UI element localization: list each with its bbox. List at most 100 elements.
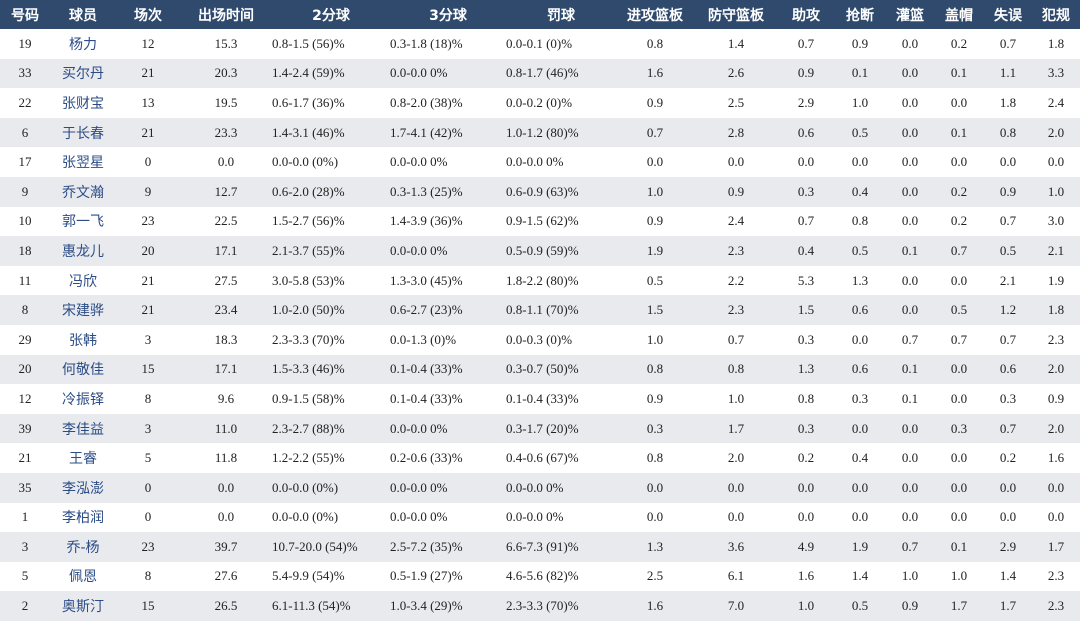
cell-blocks: 0.2	[950, 183, 968, 199]
cell-assists: 0.0	[797, 509, 815, 525]
cell-player: 何敬佳	[62, 362, 104, 379]
cell-dunks: 0.1	[901, 390, 919, 406]
cell-def-reb: 2.6	[727, 65, 745, 81]
table-row: 33 买尔丹 21 20.3 1.4-2.4 (59)% 0.0-0.0 0% 0.8-1.…	[0, 58, 1080, 89]
cell-assists: 0.2	[797, 450, 815, 466]
table-row: 12 冷振铎 8 9.6 0.9-1.5 (58)% 0.1-0.4 (33)% 0.1-0…	[0, 384, 1080, 414]
cell-def-reb: 0.0	[727, 479, 745, 495]
cell-def-reb: 1.0	[727, 390, 745, 406]
cell-free-throw: 1.0-1.2 (80)%	[506, 124, 579, 140]
cell-blocks: 0.0	[950, 509, 968, 525]
cell-minutes: 27.5	[214, 272, 238, 288]
cell-blocks: 0.0	[950, 479, 968, 495]
cell-minutes: 9.6	[217, 390, 235, 406]
cell-turnovers: 0.8	[999, 124, 1017, 140]
cell-two-pt: 10.7-20.0 (54)%	[272, 538, 358, 554]
table-row: 21 王睿 5 11.8 1.2-2.2 (55)% 0.2-0.6 (33)% 0.4-0…	[0, 443, 1080, 473]
cell-two-pt: 1.0-2.0 (50)%	[272, 302, 345, 318]
cell-def-reb: 2.4	[727, 213, 745, 229]
cell-free-throw: 1.8-2.2 (80)%	[506, 272, 579, 288]
cell-minutes: 20.3	[214, 65, 238, 81]
cell-minutes: 12.7	[214, 183, 238, 199]
cell-dunks: 0.7	[901, 538, 919, 554]
cell-blocks: 0.5	[950, 302, 968, 318]
cell-assists: 0.4	[797, 242, 815, 258]
cell-assists: 1.0	[797, 598, 815, 614]
cell-off-reb: 0.3	[646, 420, 664, 436]
cell-turnovers: 0.0	[999, 479, 1017, 495]
cell-minutes: 26.5	[214, 598, 238, 614]
cell-dunks: 0.0	[901, 509, 919, 525]
cell-turnovers: 1.8	[999, 94, 1017, 110]
cell-two-pt: 0.6-1.7 (36)%	[272, 94, 345, 110]
cell-three-pt: 0.0-0.0 0%	[390, 65, 448, 81]
cell-player: 惠龙儿	[62, 243, 104, 260]
cell-assists: 0.7	[797, 213, 815, 229]
cell-turnovers: 0.7	[999, 213, 1017, 229]
cell-two-pt: 0.0-0.0 (0%)	[272, 154, 339, 170]
cell-player: 郭一飞	[62, 214, 104, 231]
cell-turnovers: 0.2	[999, 450, 1017, 466]
cell-minutes: 0.0	[217, 154, 235, 170]
cell-fouls: 1.7	[1047, 538, 1065, 554]
header-off-reb: 进攻篮板	[627, 7, 683, 24]
cell-number: 19	[18, 35, 32, 51]
cell-blocks: 0.0	[950, 361, 968, 377]
cell-blocks: 0.2	[950, 35, 968, 51]
cell-minutes: 18.3	[214, 331, 238, 347]
cell-off-reb: 1.6	[646, 598, 664, 614]
cell-fouls: 2.3	[1047, 331, 1065, 347]
cell-steals: 0.1	[851, 65, 869, 81]
cell-number: 35	[18, 479, 32, 495]
cell-turnovers: 0.9	[999, 183, 1017, 199]
cell-three-pt: 0.5-1.9 (27)%	[390, 568, 463, 584]
cell-fouls: 0.9	[1047, 390, 1065, 406]
cell-minutes: 22.5	[214, 213, 238, 229]
cell-assists: 4.9	[797, 538, 815, 554]
cell-turnovers: 1.4	[999, 568, 1017, 584]
table-row: 1 李柏润 0 0.0 0.0-0.0 (0%) 0.0-0.0 0% 0.0-0.0 0%…	[0, 502, 1080, 533]
cell-three-pt: 0.2-0.6 (33)%	[390, 450, 463, 466]
cell-off-reb: 0.0	[646, 509, 664, 525]
cell-free-throw: 2.3-3.3 (70)%	[506, 598, 579, 614]
cell-def-reb: 3.6	[727, 538, 745, 554]
cell-fouls: 1.8	[1047, 35, 1065, 51]
cell-off-reb: 1.9	[646, 242, 664, 258]
cell-player: 冷振铎	[62, 391, 104, 408]
cell-def-reb: 2.8	[727, 124, 745, 140]
cell-two-pt: 0.0-0.0 (0%)	[272, 509, 339, 525]
cell-player: 李柏润	[62, 510, 104, 527]
cell-def-reb: 0.7	[727, 331, 745, 347]
cell-games: 21	[141, 65, 155, 81]
table-row: 9 乔文瀚 9 12.7 0.6-2.0 (28)% 0.3-1.3 (25)% 0.6-0…	[0, 176, 1080, 207]
table-row: 35 李泓澎 0 0.0 0.0-0.0 (0%) 0.0-0.0 0% 0.0-0.0 0…	[0, 472, 1080, 503]
cell-dunks: 0.0	[901, 420, 919, 436]
cell-minutes: 0.0	[217, 509, 235, 525]
cell-games: 3	[144, 331, 152, 347]
cell-dunks: 0.0	[901, 183, 919, 199]
cell-three-pt: 0.8-2.0 (38)%	[390, 94, 463, 110]
cell-assists: 0.7	[797, 35, 815, 51]
cell-two-pt: 0.0-0.0 (0%)	[272, 479, 339, 495]
cell-two-pt: 2.3-3.3 (70)%	[272, 331, 345, 347]
cell-blocks: 0.0	[950, 154, 968, 170]
cell-blocks: 0.0	[950, 390, 968, 406]
cell-number: 12	[18, 390, 32, 406]
cell-player: 冯欣	[69, 273, 97, 290]
cell-player: 杨力	[69, 36, 97, 53]
cell-three-pt: 0.0-0.0 0%	[390, 509, 448, 525]
cell-off-reb: 1.3	[646, 538, 664, 554]
cell-two-pt: 3.0-5.8 (53)%	[272, 272, 345, 288]
cell-assists: 2.9	[797, 94, 815, 110]
cell-steals: 0.5	[851, 242, 869, 258]
cell-def-reb: 0.9	[727, 183, 745, 199]
cell-assists: 0.6	[797, 124, 815, 140]
cell-steals: 0.8	[851, 213, 869, 229]
header-steals: 抢断	[846, 7, 874, 24]
cell-games: 23	[141, 538, 155, 554]
table-row: 39 李佳益 3 11.0 2.3-2.7 (88)% 0.0-0.0 0% 0.3-1.7…	[0, 413, 1080, 444]
cell-minutes: 11.8	[214, 450, 238, 466]
cell-assists: 5.3	[797, 272, 815, 288]
cell-games: 0	[144, 154, 152, 170]
